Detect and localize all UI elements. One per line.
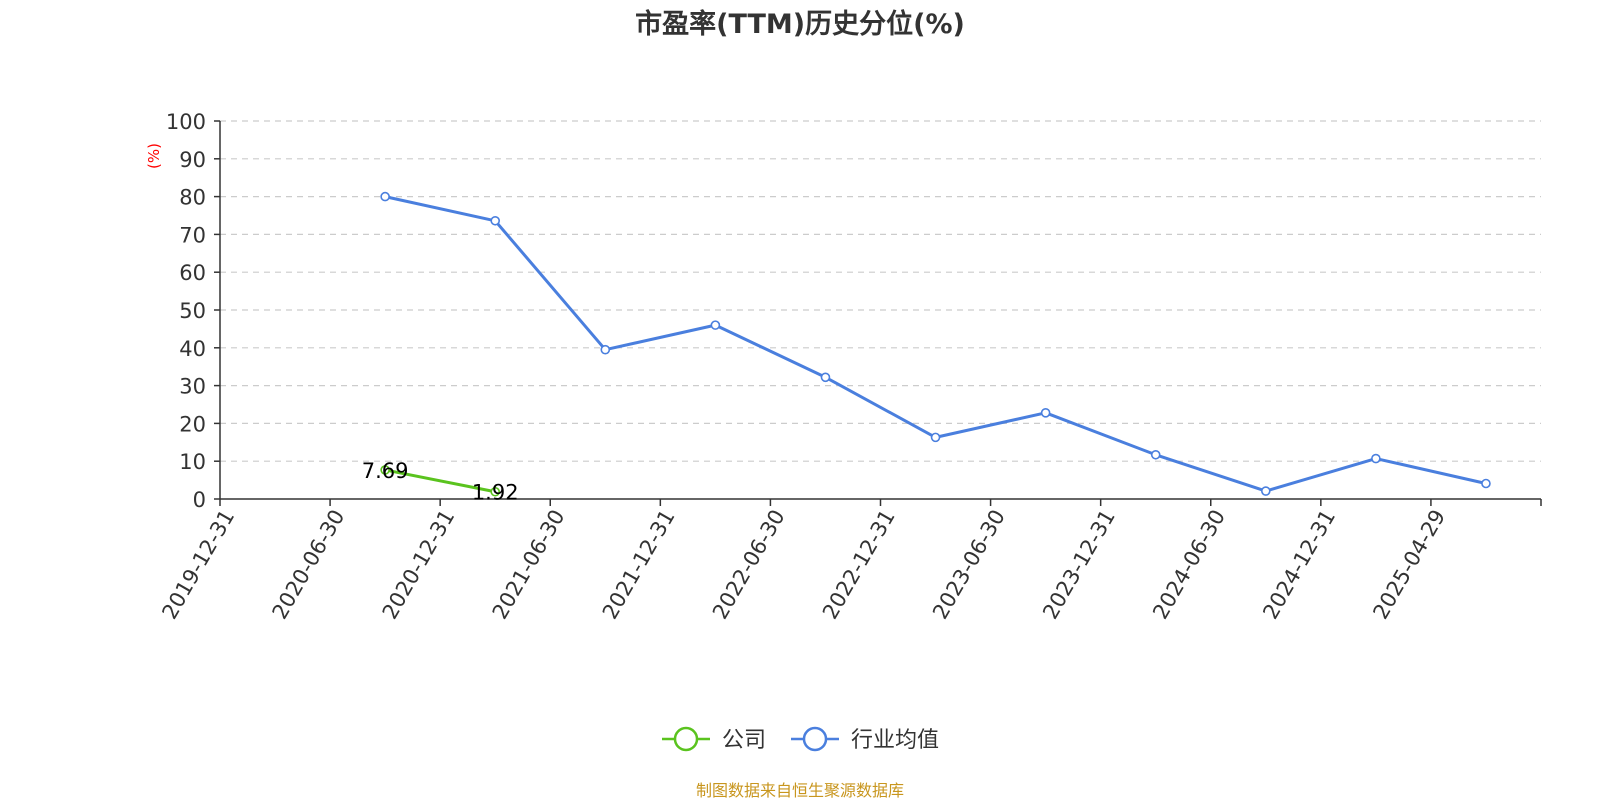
data-label-company: 7.69 [362, 459, 409, 483]
y-tick-label: 30 [179, 375, 206, 399]
y-tick-label: 60 [179, 261, 206, 285]
x-tick-label: 2019-12-31 [157, 506, 239, 624]
data-label-company: 1.92 [472, 481, 519, 505]
x-tick-label: 2020-12-31 [378, 506, 460, 624]
data-point-industry-average[interactable] [820, 372, 831, 383]
x-tick-label: 2022-12-31 [818, 506, 900, 624]
legend-company-marker [673, 726, 699, 752]
legend-company-label: 公司 [722, 728, 766, 753]
series [380, 191, 1491, 497]
y-tick-label: 20 [179, 412, 206, 436]
series-line-company [384, 468, 496, 494]
y-tick-label: 50 [179, 299, 206, 323]
y-tick-label: 40 [179, 337, 206, 361]
legend: 公司 行业均值 [662, 726, 939, 753]
y-tick-label: 70 [179, 223, 206, 247]
legend-item-company[interactable]: 公司 [662, 726, 766, 753]
x-tick-label: 2025-04-29 [1368, 506, 1450, 624]
y-axis-unit-label: (%) [145, 143, 163, 169]
legend-industry-label: 行业均值 [851, 728, 939, 753]
data-point-company[interactable] [490, 486, 501, 497]
data-point-industry-average[interactable] [710, 320, 721, 330]
data-point-industry-average[interactable] [600, 344, 611, 355]
data-point-industry-average[interactable] [490, 215, 501, 226]
y-tick-label: 100 [166, 110, 206, 134]
legend-industry-marker [802, 726, 828, 752]
data-point-industry-average[interactable] [1371, 453, 1381, 464]
y-tick-label: 90 [179, 148, 206, 172]
x-tick-label: 2024-06-30 [1148, 506, 1230, 624]
x-tick-label: 2022-06-30 [708, 506, 790, 624]
data-point-industry-average[interactable] [1150, 449, 1161, 460]
grid-lines [220, 120, 1541, 462]
data-point-industry-average[interactable] [1481, 478, 1491, 489]
legend-item-industry-average[interactable]: 行业均值 [791, 726, 939, 753]
axes: 0 10 20 30 40 50 60 70 80 90 100 2019-12-31 2020-06-… [157, 110, 1542, 624]
x-tick-label: 2021-06-30 [488, 506, 570, 624]
data-source-note: 制图数据来自恒生聚源数据库 [696, 781, 904, 800]
data-point-industry-average[interactable] [1040, 408, 1051, 418]
series-line-industry-average [384, 195, 1487, 493]
x-tick-label: 2020-06-30 [268, 506, 350, 624]
x-tick-label: 2023-12-31 [1038, 506, 1120, 624]
data-point-industry-average[interactable] [380, 191, 390, 202]
y-tick-label: 80 [179, 186, 206, 210]
x-tick-label: 2021-12-31 [598, 506, 680, 624]
x-tick-label: 2023-06-30 [928, 506, 1010, 624]
data-point-company[interactable] [380, 465, 390, 475]
y-tick-label: 10 [179, 450, 206, 474]
data-point-industry-average[interactable] [1260, 486, 1271, 496]
x-tick-label: 2024-12-31 [1258, 506, 1340, 624]
data-point-industry-average[interactable] [930, 432, 941, 443]
y-tick-label: 0 [193, 488, 206, 512]
data-labels: 7.69 1.92 [362, 459, 519, 505]
chart-title: 市盈率(TTM)历史分位(%) [635, 8, 965, 40]
